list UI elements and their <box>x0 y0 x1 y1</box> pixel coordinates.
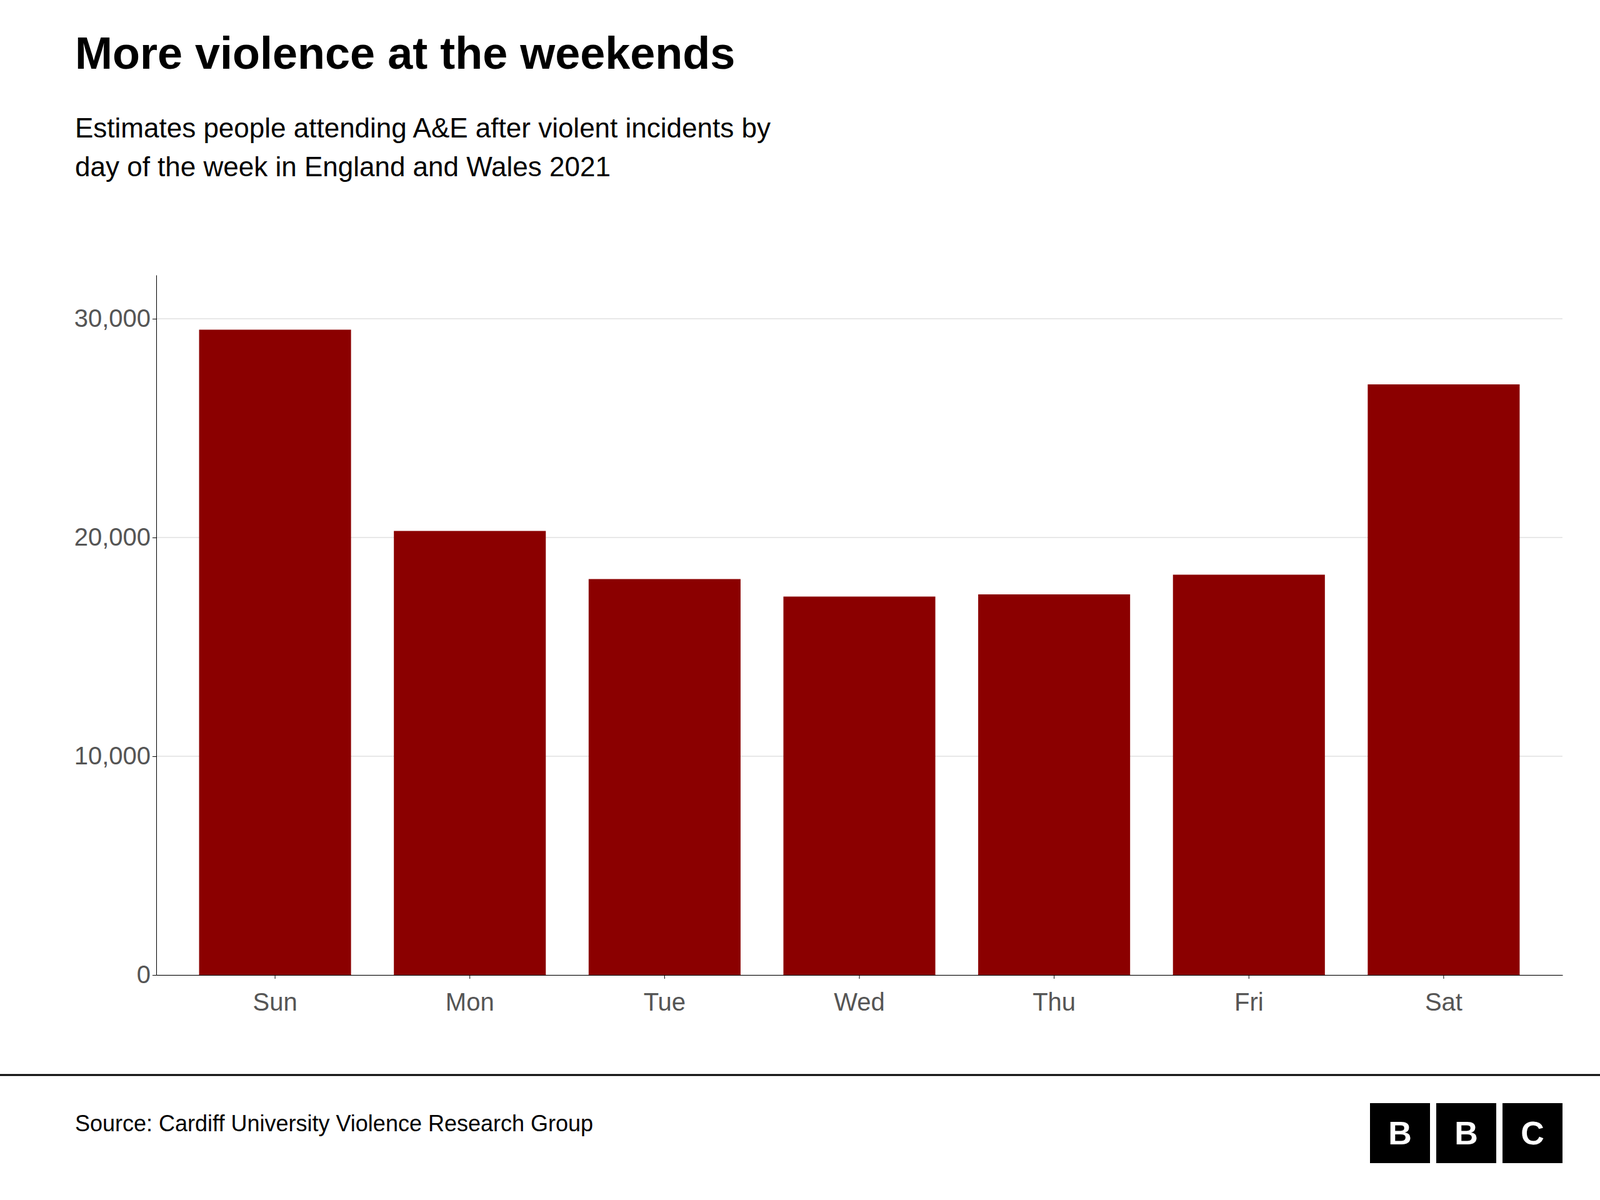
source: Source: Cardiff University Violence Rese… <box>75 1110 594 1137</box>
x-tick-mark <box>1248 975 1250 979</box>
x-tick-mark <box>275 975 276 979</box>
x-tick-mark <box>664 975 665 979</box>
y-axis-line <box>156 275 157 976</box>
logo-letter: C <box>1520 1115 1545 1152</box>
x-tick: Tue <box>643 975 686 1016</box>
logo-letter: B <box>1388 1115 1412 1152</box>
bar <box>199 330 352 976</box>
x-tick-label: Sat <box>1425 988 1463 1016</box>
footer-line <box>0 1074 1600 1077</box>
bar <box>1367 384 1520 975</box>
x-tick-label: Wed <box>833 988 885 1016</box>
y-tick-mark <box>152 318 157 320</box>
x-axis: Sun Mon Tue Wed Thu Fri Sat <box>156 975 1564 1016</box>
chart-container: More violence at the weekends Estimates p… <box>0 0 1600 1200</box>
bar <box>978 594 1130 975</box>
x-tick-label: Fri <box>1234 988 1264 1016</box>
title: More violence at the weekends <box>75 28 735 79</box>
y-tick-mark <box>152 537 157 539</box>
x-tick-mark <box>469 975 470 979</box>
x-tick: Sun <box>253 975 298 1016</box>
grid-line <box>156 318 1563 320</box>
y-tick-label: 20,000 <box>74 523 151 551</box>
y-tick: 0 <box>136 960 157 989</box>
grid-line <box>156 536 1563 539</box>
y-tick-mark <box>152 975 157 976</box>
y-axis: 0 10,000 20,000 30,000 <box>74 275 157 989</box>
bar <box>393 531 546 976</box>
plot-area: 0 10,000 20,000 30,000 Sun Mon Tue Wed Thu Fri Sat <box>74 275 1564 1017</box>
x-tick-mark <box>859 975 860 979</box>
y-tick-mark <box>152 756 157 757</box>
logo-box <box>1502 1103 1563 1164</box>
bars <box>199 330 1520 976</box>
y-tick-label: 30,000 <box>74 304 151 332</box>
grid <box>156 318 1563 975</box>
y-tick-label: 10,000 <box>74 741 151 770</box>
y-tick-label: 0 <box>136 960 151 989</box>
bar <box>783 596 935 976</box>
x-tick-label: Sun <box>253 988 298 1016</box>
y-tick: 20,000 <box>74 523 157 551</box>
logo-box <box>1436 1103 1497 1164</box>
x-tick-mark <box>1053 975 1055 979</box>
x-tick-mark <box>1443 975 1444 979</box>
y-tick: 10,000 <box>74 741 157 770</box>
x-tick-label: Thu <box>1032 988 1076 1016</box>
logo-letter: B <box>1454 1115 1479 1152</box>
x-tick-label: Mon <box>445 988 495 1016</box>
x-tick-label: Tue <box>643 988 686 1016</box>
x-tick: Thu <box>1032 975 1076 1016</box>
logo: BBC <box>1370 1103 1563 1164</box>
x-tick: Wed <box>833 975 885 1016</box>
bar <box>1173 575 1325 976</box>
x-tick: Fri <box>1234 975 1264 1016</box>
chart-svg: More violence at the weekends Estimates p… <box>0 0 1600 1200</box>
subtitle: Estimates people attending A&E after vio… <box>75 112 771 182</box>
bar <box>588 579 741 976</box>
logo-box <box>1370 1103 1430 1164</box>
x-tick: Mon <box>445 975 495 1016</box>
x-tick: Sat <box>1425 975 1463 1016</box>
y-tick: 30,000 <box>74 304 157 332</box>
